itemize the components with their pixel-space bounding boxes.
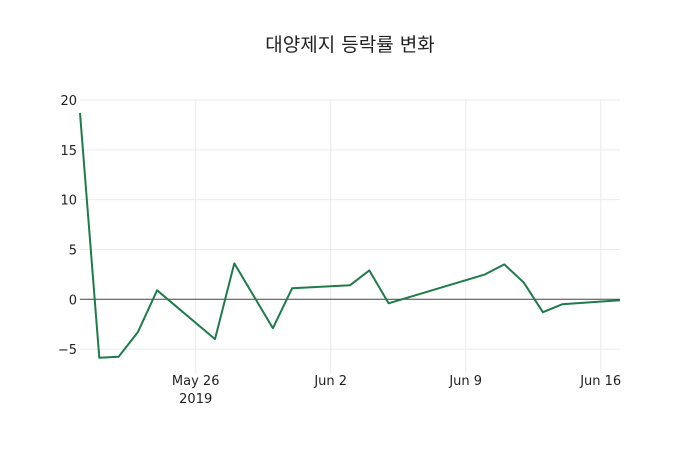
y-tick-label: 0 bbox=[69, 293, 77, 308]
grid-lines bbox=[80, 99, 620, 373]
x-tick-label: May 26 bbox=[172, 374, 220, 389]
y-tick-label: 10 bbox=[60, 194, 77, 209]
y-tick-label: 20 bbox=[60, 94, 77, 109]
y-tick-label: 5 bbox=[69, 243, 77, 258]
y-tick-label: −5 bbox=[58, 343, 77, 358]
x-tick-label: Jun 2 bbox=[313, 374, 347, 389]
x-tick-label: Jun 16 bbox=[579, 374, 621, 389]
x-tick-label: Jun 9 bbox=[448, 374, 482, 389]
y-tick-label: 15 bbox=[60, 144, 77, 159]
y-axis-ticks: −5 0 5 10 15 20 bbox=[58, 94, 77, 358]
x-axis-ticks: May 26 2019 Jun 2 Jun 9 Jun 16 bbox=[172, 374, 621, 407]
chart-title: 대양제지 등락률 변화 bbox=[265, 34, 435, 56]
series-line bbox=[79, 112, 621, 359]
x-tick-year: 2019 bbox=[179, 392, 212, 407]
